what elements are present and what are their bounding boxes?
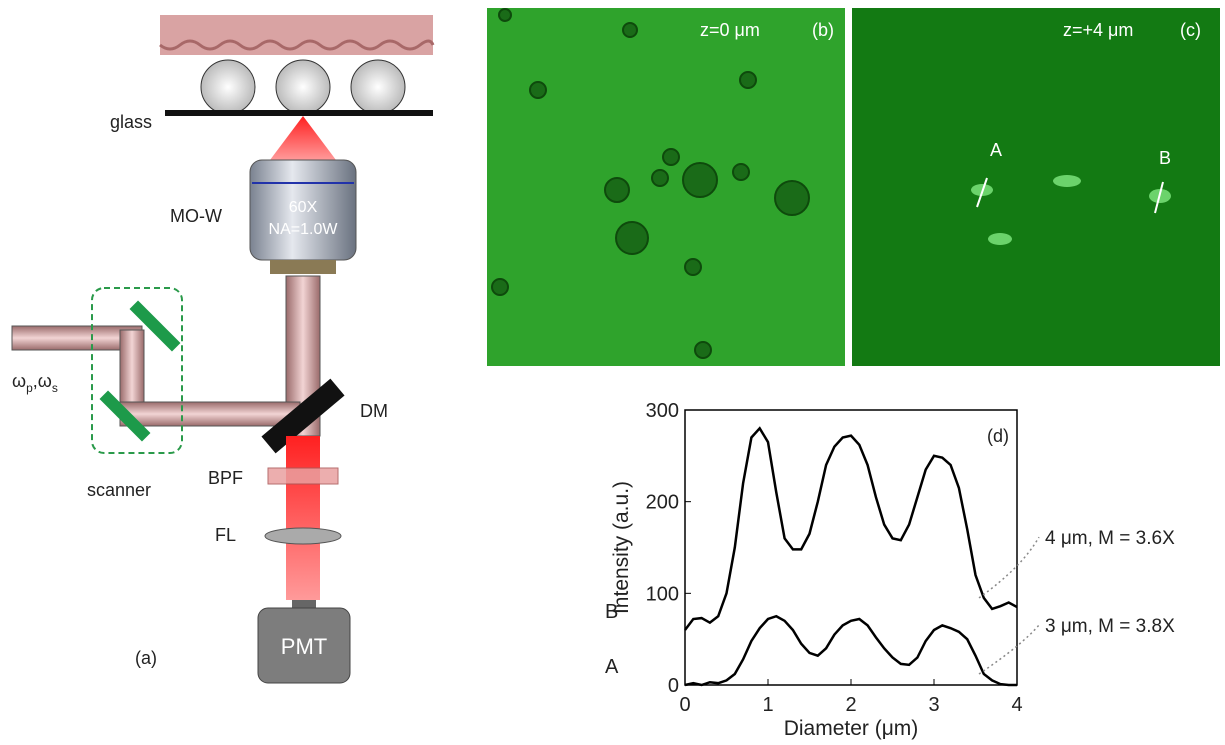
beam bbox=[119, 329, 145, 411]
lens bbox=[264, 527, 342, 545]
beads bbox=[491, 8, 810, 359]
micrograph bbox=[852, 8, 1220, 366]
label: MO-W bbox=[170, 206, 222, 226]
beam-label: ωp,ωs bbox=[12, 371, 58, 395]
y-tick-label: 200 bbox=[646, 492, 679, 514]
label: ω bbox=[12, 371, 26, 391]
annotation-arrow bbox=[978, 536, 1040, 599]
label: ,ω bbox=[33, 371, 52, 391]
image-c: z=+4 μm (c) A B bbox=[852, 8, 1220, 366]
y-tick-label: 100 bbox=[646, 583, 679, 605]
panel-label: (d) bbox=[987, 426, 1009, 446]
scan-mirror bbox=[129, 300, 181, 352]
x-tick-label: 1 bbox=[762, 694, 773, 716]
label: 60X bbox=[289, 199, 318, 216]
x-tick-label: 4 bbox=[1011, 694, 1022, 716]
label: DM bbox=[360, 401, 388, 421]
series-name: B bbox=[605, 601, 618, 623]
label: s bbox=[52, 381, 58, 395]
label: z=0 μm bbox=[700, 20, 760, 40]
objective-base bbox=[270, 260, 336, 274]
label: glass bbox=[110, 112, 152, 132]
scanner-box bbox=[91, 287, 183, 454]
profile-line bbox=[976, 177, 988, 208]
series-line bbox=[684, 426, 1018, 631]
beam bbox=[119, 401, 301, 427]
label: A bbox=[990, 140, 1002, 160]
label: NA=1.0W bbox=[269, 221, 339, 238]
image-b: z=0 μm (b) bbox=[487, 8, 845, 366]
label: z=+4 μm bbox=[1063, 20, 1133, 40]
y-tick-label: 0 bbox=[668, 675, 679, 697]
x-tick-label: 2 bbox=[845, 694, 856, 716]
signal-beam bbox=[286, 436, 320, 600]
label: p bbox=[26, 381, 33, 395]
y-tick-label: 300 bbox=[646, 400, 679, 422]
annotation-arrow bbox=[978, 624, 1040, 675]
label: (a) bbox=[135, 648, 157, 668]
annotation: 4 μm, M = 3.6X bbox=[1045, 528, 1175, 549]
label: BPF bbox=[208, 468, 243, 488]
pmt-window bbox=[292, 600, 316, 610]
series-name: A bbox=[605, 656, 619, 678]
label: FL bbox=[215, 525, 236, 545]
dichroic-mirror bbox=[261, 378, 345, 454]
chart-d: 0 100 200 300 0 1 2 3 4 Diameter (μm) Intensity (a… bbox=[605, 400, 1175, 740]
sample-edge bbox=[159, 39, 435, 51]
label: (c) bbox=[1180, 20, 1201, 40]
focus-beam bbox=[270, 116, 336, 160]
label: B bbox=[1159, 148, 1171, 168]
scan-mirror bbox=[99, 390, 151, 442]
profile-line bbox=[1154, 181, 1164, 214]
x-tick-label: 3 bbox=[928, 694, 939, 716]
bpf bbox=[267, 467, 339, 485]
x-tick-label: 0 bbox=[679, 694, 690, 716]
x-axis-label: Diameter (μm) bbox=[784, 717, 919, 740]
series-line bbox=[684, 614, 1017, 687]
annotation: 3 μm, M = 3.8X bbox=[1045, 616, 1175, 637]
bead bbox=[350, 59, 406, 115]
y-axis-label: Intensity (a.u.) bbox=[610, 481, 633, 614]
bead bbox=[275, 59, 331, 115]
label: PMT bbox=[281, 634, 327, 659]
pmt bbox=[257, 607, 351, 684]
label: (b) bbox=[812, 20, 834, 40]
label: scanner bbox=[87, 480, 151, 500]
glass-slide bbox=[165, 110, 433, 116]
setup-diagram: glass MO-W 60X NA=1.0W ωp,ωs DM BPF FL P… bbox=[11, 15, 435, 684]
bead bbox=[200, 59, 256, 115]
